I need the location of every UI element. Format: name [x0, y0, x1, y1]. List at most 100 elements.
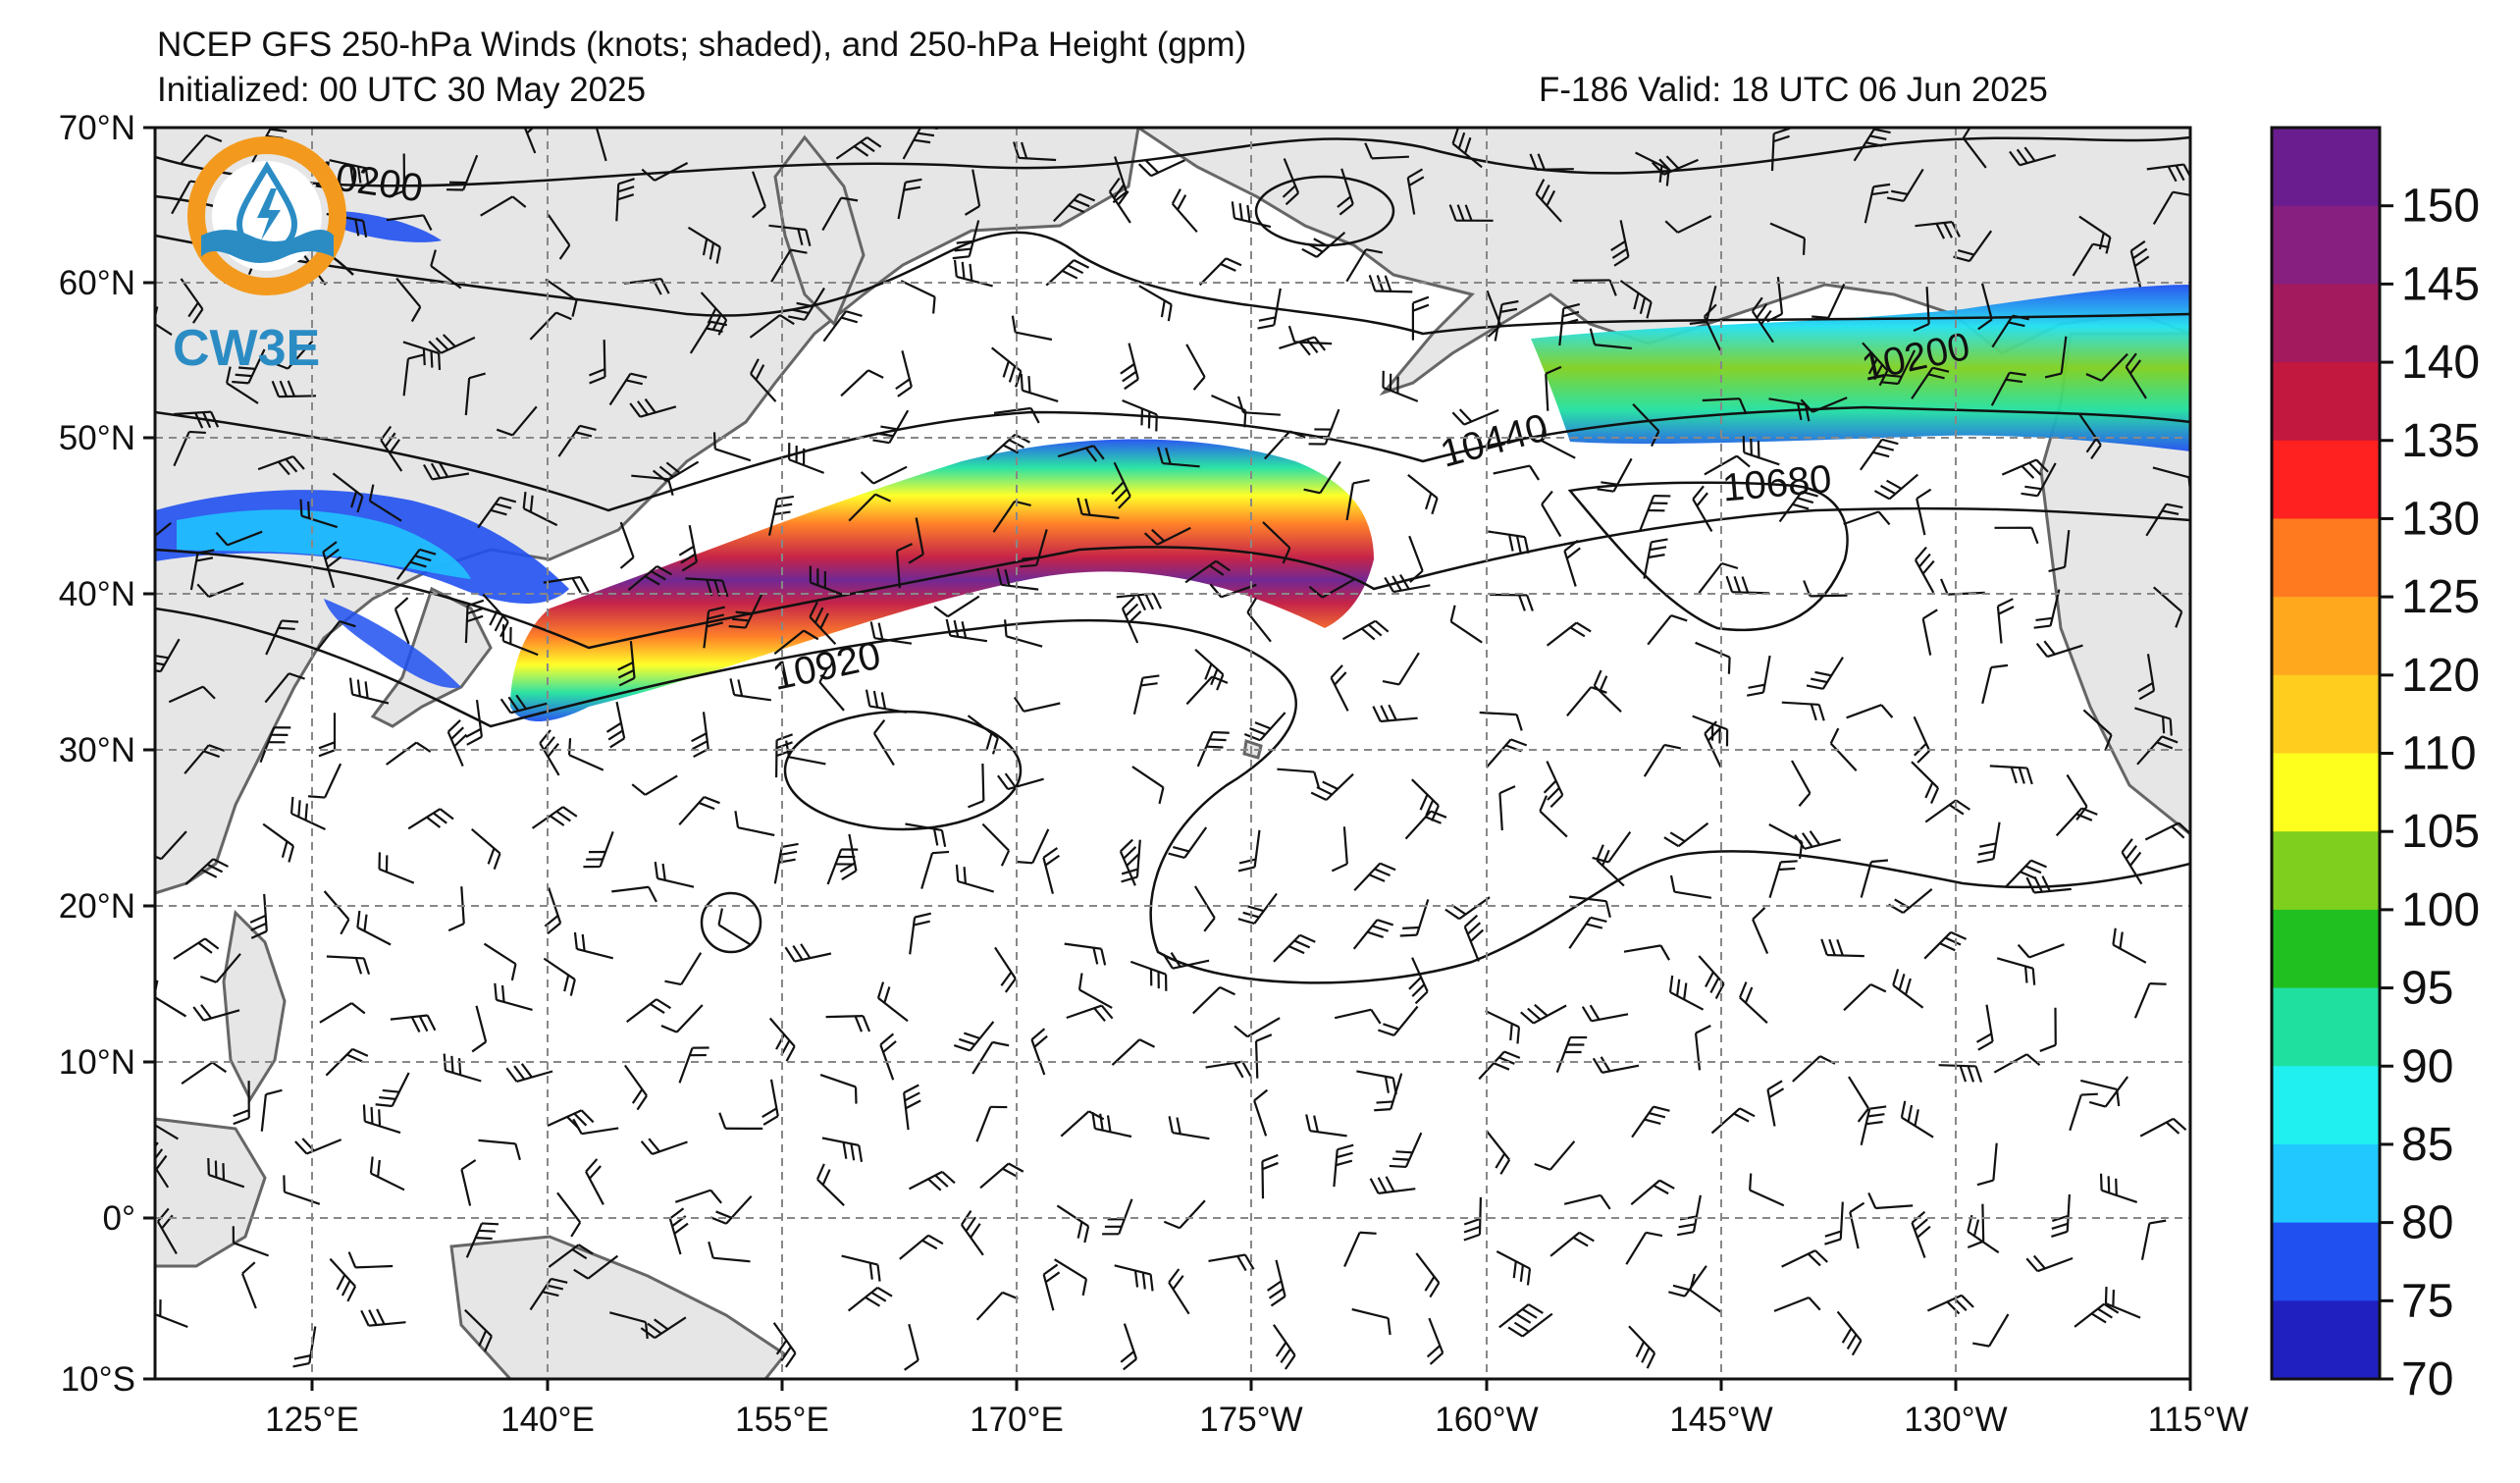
wind-barb [1205, 1060, 1252, 1079]
lat-label: 10°S [61, 1360, 135, 1399]
wind-barb [1496, 1250, 1532, 1286]
wind-barb [396, 548, 437, 580]
wind-barb [1389, 1132, 1423, 1169]
lon-label: 145°W [1669, 1401, 1772, 1439]
wind-barb [617, 640, 636, 687]
wind-barb [1800, 397, 1848, 413]
logo-ring [187, 136, 346, 295]
wind-barb [1860, 438, 1899, 471]
wind-barb [1157, 447, 1200, 468]
wind-barb [869, 621, 913, 645]
colorbar-label: 90 [2401, 1040, 2453, 1092]
wind-barb [752, 171, 766, 219]
wind-barb [2082, 709, 2113, 752]
wind-barb [626, 998, 672, 1023]
wind-barb [326, 955, 371, 976]
wind-barb [173, 937, 220, 960]
wind-barb [184, 858, 229, 885]
jet-japan [324, 599, 461, 688]
colorbar-segment [2272, 753, 2380, 832]
wind-barb [1768, 860, 1798, 899]
wind-barb [388, 153, 406, 198]
wind-barb [378, 852, 415, 884]
wind-barb [522, 492, 558, 527]
wind-barb [627, 564, 673, 592]
wind-barb [1478, 1050, 1521, 1081]
colorbar-label: 95 [2401, 963, 2453, 1015]
wind-barb [1091, 1111, 1132, 1139]
wind-barb [1131, 766, 1165, 805]
wind-barb [299, 499, 339, 529]
wind-barb [272, 340, 314, 370]
wind-barb [1568, 916, 1607, 949]
wind-barb [2055, 807, 2098, 837]
wind-barb [1108, 177, 1131, 224]
wind-barb [1981, 663, 2009, 705]
wind-barb [728, 593, 763, 629]
wind-barb [1820, 938, 1864, 958]
wind-barb [841, 1254, 881, 1282]
wind-barb [347, 1251, 394, 1269]
wind-barb [2069, 1092, 2098, 1132]
wind-barb [1778, 490, 1818, 523]
wind-barb [180, 133, 223, 164]
wind-barb [595, 128, 607, 162]
wind-barb [1860, 859, 1889, 898]
wind-barb [1977, 283, 1993, 331]
wind-barb [1374, 1073, 1403, 1112]
wind-barb [897, 178, 922, 220]
wind-barb [1669, 874, 1712, 899]
wind-barb [1451, 408, 1499, 426]
wind-barb [1639, 495, 1671, 531]
wind-barb [821, 196, 859, 232]
wind-barb [1829, 727, 1858, 771]
wind-barb [2088, 1076, 2129, 1108]
valid-time: F-186 Valid: 18 UTC 06 Jun 2025 [1539, 71, 2048, 109]
wind-barb [543, 957, 576, 996]
wind-barb [1277, 768, 1321, 789]
wind-barb [1163, 1199, 1206, 1230]
wind-barb [1185, 675, 1229, 706]
wind-barb [2129, 239, 2150, 288]
wind-barb [1448, 204, 1494, 222]
land-philippines [222, 909, 287, 1103]
wind-barb [767, 495, 795, 536]
wind-barb [993, 406, 1040, 424]
wind-barb [1739, 981, 1768, 1025]
wind-barb [1766, 1080, 1785, 1127]
wind-barb [1352, 919, 1394, 950]
wind-barb [960, 1210, 984, 1256]
wind-barb [1254, 1033, 1273, 1079]
wind-barb [1273, 933, 1316, 963]
wind-barb [1976, 1142, 1998, 1187]
wind-barb [1991, 314, 2029, 348]
wind-barb [1881, 349, 1916, 386]
bolt-icon [257, 188, 281, 240]
wind-barb [207, 1157, 245, 1189]
wind-barb [2121, 838, 2143, 885]
wind-barb [1331, 826, 1348, 873]
wind-barb [1921, 609, 1938, 656]
wind-barb [933, 595, 980, 618]
wind-barb [703, 606, 725, 649]
wind-barb [520, 128, 541, 154]
wind-barb [1237, 829, 1261, 873]
wind-barb [1546, 621, 1592, 647]
wind-barb [687, 226, 721, 264]
wind-barb [539, 729, 560, 776]
wind-barb [1378, 1005, 1419, 1036]
wind-barb [1873, 473, 1919, 501]
wind-barb [1463, 914, 1485, 962]
wind-barb [1162, 952, 1210, 970]
wind-barb [390, 1014, 437, 1033]
land-masses [155, 128, 2190, 1379]
wind-barb [375, 1072, 410, 1108]
wind-barb [1449, 605, 1483, 644]
wind-barb [369, 1156, 405, 1192]
wind-barb [2152, 586, 2183, 628]
wind-barb [1996, 598, 2015, 644]
wind-barb [1916, 488, 1932, 536]
wind-barb [315, 620, 356, 652]
wind-barb [979, 1162, 1024, 1190]
wind-barb [1630, 1179, 1675, 1206]
